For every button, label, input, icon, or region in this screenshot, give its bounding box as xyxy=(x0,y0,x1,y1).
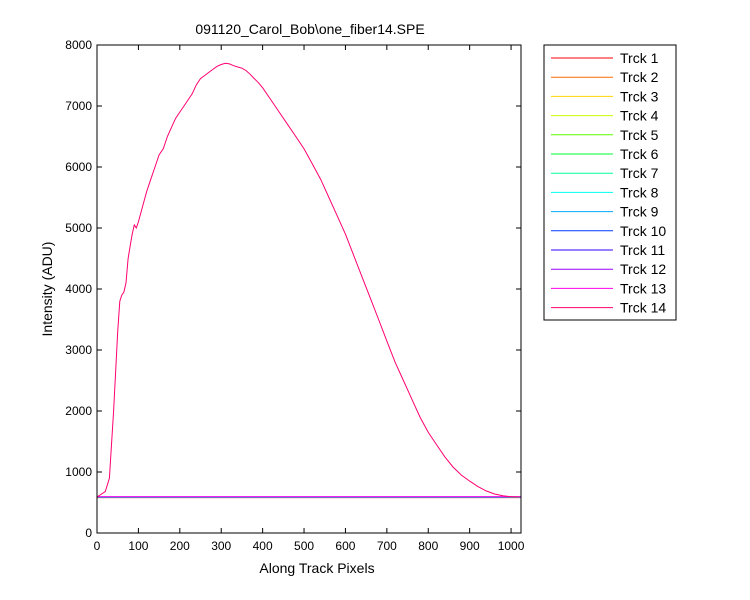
legend-label: Trck 2 xyxy=(620,69,659,85)
x-tick-label: 300 xyxy=(211,539,231,553)
y-tick-label: 4000 xyxy=(65,282,92,296)
y-tick-label: 5000 xyxy=(65,221,92,235)
plot-area xyxy=(97,45,521,533)
x-axis-label: Along Track Pixels xyxy=(259,560,374,576)
x-tick-label: 700 xyxy=(377,539,397,553)
y-axis-label: Intensity (ADU) xyxy=(39,242,55,337)
x-tick-label: 100 xyxy=(128,539,148,553)
legend-label: Trck 3 xyxy=(620,88,659,104)
y-tick-label: 2000 xyxy=(65,404,92,418)
x-tick-label: 0 xyxy=(94,539,101,553)
y-tick-label: 3000 xyxy=(65,343,92,357)
legend-label: Trck 14 xyxy=(620,300,666,316)
legend-label: Trck 8 xyxy=(620,184,659,200)
y-axis: 0 1000 2000 3000 4000 5000 6000 7000 8000 xyxy=(65,38,521,540)
series-line-14 xyxy=(96,62,520,498)
x-tick-label: 1000 xyxy=(498,539,525,553)
legend-label: Trck 10 xyxy=(620,223,666,239)
legend-label: Trck 7 xyxy=(620,165,659,181)
legend-label: Trck 9 xyxy=(620,204,659,220)
x-tick-label: 200 xyxy=(170,539,190,553)
legend-label: Trck 12 xyxy=(620,261,666,277)
x-tick-label: 500 xyxy=(294,539,314,553)
legend-label: Trck 1 xyxy=(620,50,659,66)
x-axis: 0 100 200 300 400 500 600 700 800 900 1000 xyxy=(94,45,525,553)
legend-label: Trck 4 xyxy=(620,108,659,124)
series-layer xyxy=(96,62,521,499)
x-tick-label: 900 xyxy=(460,539,480,553)
legend-box xyxy=(543,44,677,321)
y-tick-label: 7000 xyxy=(65,99,92,113)
legend-label: Trck 6 xyxy=(620,146,659,162)
legend-label: Trck 5 xyxy=(620,127,659,143)
chart-title: 091120_Carol_Bob\one_fiber14.SPE xyxy=(195,21,424,37)
legend-label: Trck 13 xyxy=(620,280,666,296)
x-tick-label: 600 xyxy=(335,539,355,553)
y-tick-label: 0 xyxy=(85,526,92,540)
x-tick-label: 400 xyxy=(253,539,273,553)
y-tick-label: 1000 xyxy=(65,465,92,479)
y-tick-label: 6000 xyxy=(65,160,92,174)
legend: Trck 1 Trck 2 Trck 3 Trck 4 Trck 5 Trck 6 Trck… xyxy=(543,44,677,321)
y-tick-label: 8000 xyxy=(65,38,92,52)
legend-label: Trck 11 xyxy=(620,242,665,258)
x-tick-label: 800 xyxy=(418,539,438,553)
